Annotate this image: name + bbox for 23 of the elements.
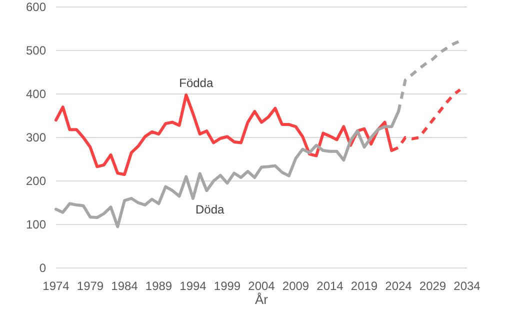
x-tick-label: 2009	[282, 279, 310, 293]
y-tick-label: 500	[26, 44, 46, 58]
x-tick-label: 1974	[42, 279, 70, 293]
y-tick-label: 100	[26, 218, 46, 232]
y-tick-label: 600	[26, 0, 46, 14]
y-tick-label: 0	[39, 261, 46, 276]
y-tick-label: 200	[26, 174, 46, 188]
x-tick-label: 1984	[111, 279, 138, 293]
x-axis-title: År	[255, 292, 269, 307]
x-tick-label: 1994	[180, 279, 207, 293]
y-tick-label: 300	[26, 130, 46, 145]
y-tick-label: 400	[26, 87, 46, 102]
x-tick-label: 1999	[214, 279, 241, 293]
x-tick-label: 1979	[76, 279, 104, 293]
x-tick-label: 2034	[454, 279, 481, 293]
x-tick-label: 2014	[316, 279, 344, 293]
x-tick-label: 2024	[385, 279, 412, 293]
x-tick-label: 1989	[145, 279, 172, 293]
series-label: Födda	[179, 76, 214, 90]
x-tick-label: 2029	[419, 279, 446, 293]
x-tick-label: 2004	[248, 279, 276, 293]
series-label: Döda	[196, 202, 225, 217]
x-tick-label: 2019	[350, 279, 378, 293]
